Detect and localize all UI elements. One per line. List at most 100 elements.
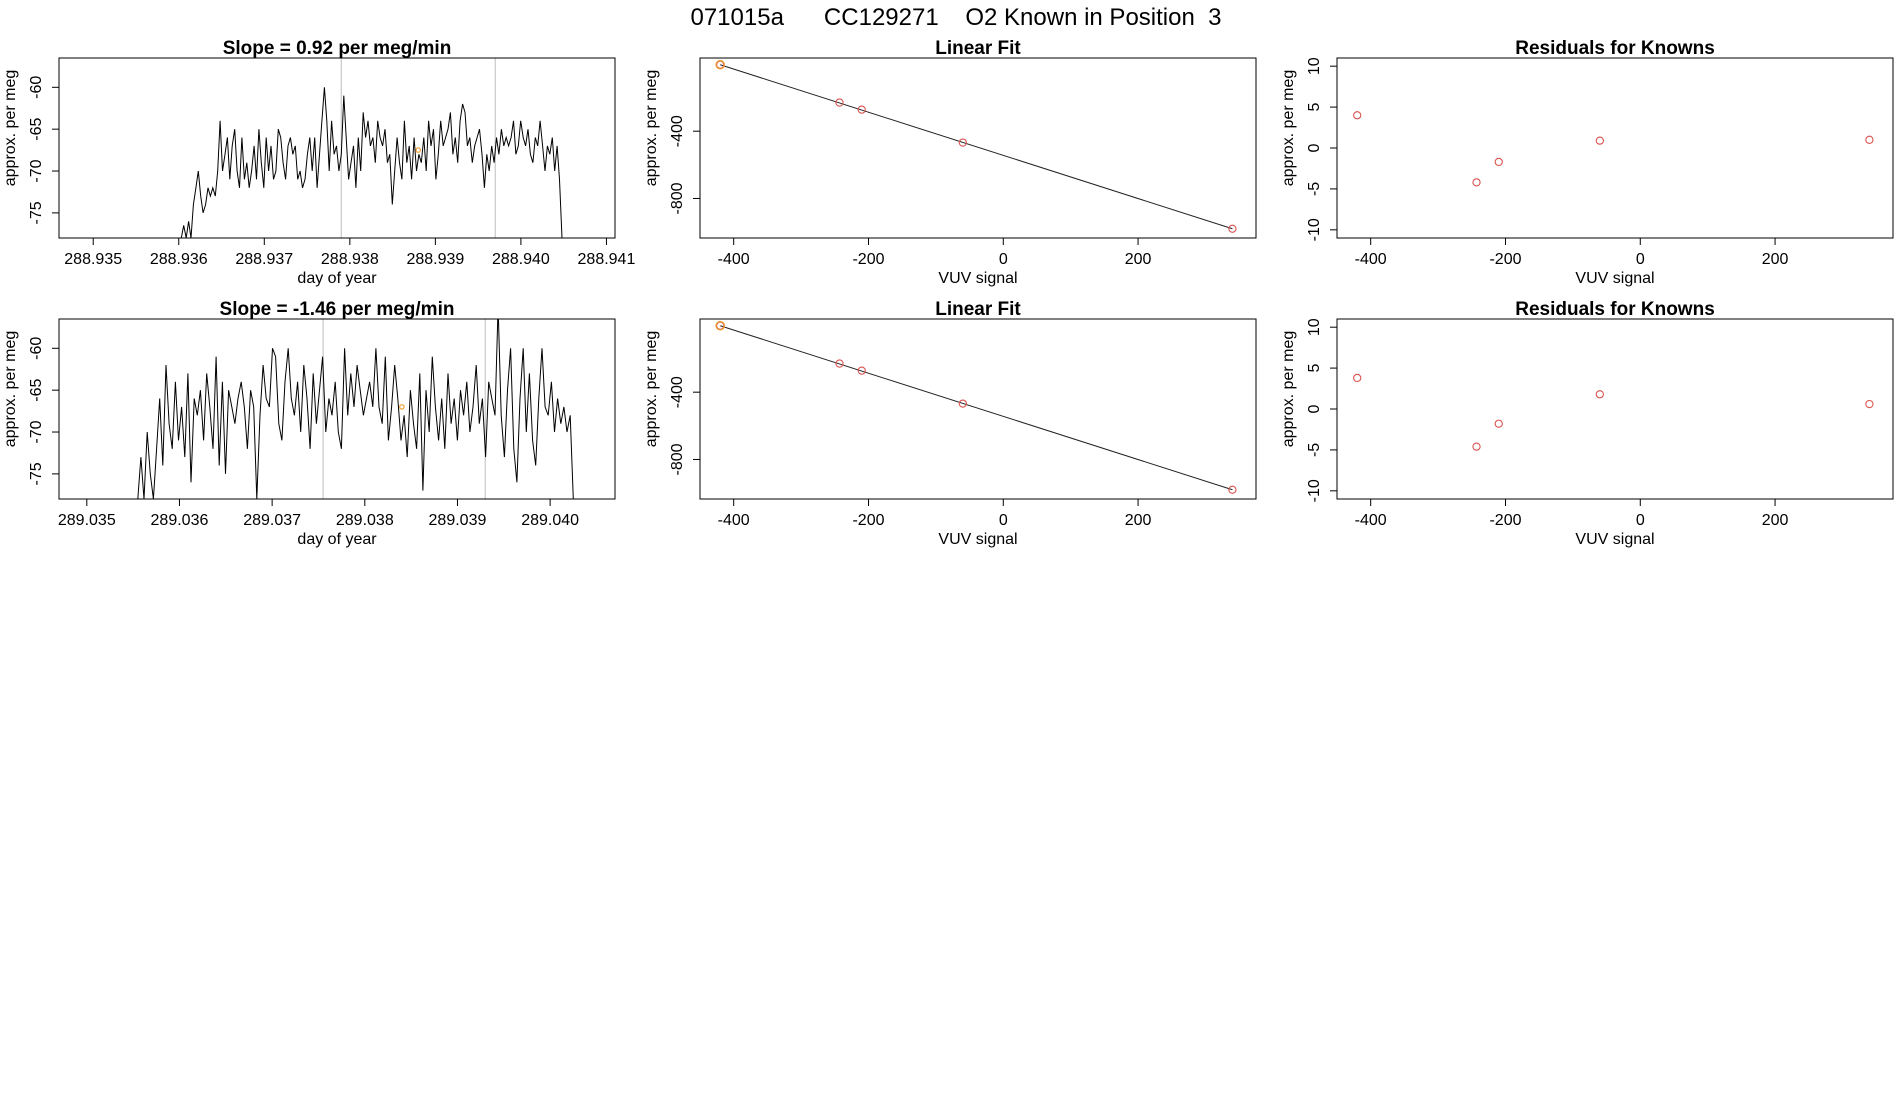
y-tick-label: 0 (1306, 404, 1323, 413)
plot-frame (699, 57, 1257, 239)
data-point-2 (835, 98, 844, 107)
x-tick-label: 289.040 (521, 512, 579, 529)
y-tick-label: 10 (1306, 57, 1323, 75)
x-tick-label: -400 (1355, 512, 1387, 529)
data-point-5 (1228, 485, 1237, 494)
y-axis-label: approx. per meg (2, 331, 19, 448)
x-tick-label: -200 (1489, 512, 1521, 529)
x-tick-label: 289.037 (243, 512, 301, 529)
y-tick-label: -400 (669, 376, 686, 408)
x-tick-label: -400 (1355, 251, 1387, 268)
panel-title: Residuals for Knowns (1515, 38, 1715, 59)
data-point-5 (1865, 399, 1874, 409)
y-tick-label: -65 (28, 117, 45, 140)
y-tick-label: -10 (1306, 479, 1323, 502)
data-point-4 (1595, 136, 1604, 145)
y-axis-label: approx. per meg (2, 70, 19, 187)
x-tick-label: -400 (718, 512, 750, 529)
panel-3: -400 -200 0 200 -10 -5 0 5 10 Residuals for Known… (1280, 38, 1894, 287)
y-axis-label: approx. per meg (1280, 331, 1297, 448)
y-tick-label: 0 (1306, 143, 1323, 152)
y-tick-label: -65 (28, 378, 45, 401)
panel-title: Linear Fit (935, 38, 1021, 59)
data-point-2 (1472, 442, 1481, 451)
panel-title: Slope = -1.46 per meg/min (220, 299, 455, 320)
data-point-2 (835, 359, 844, 368)
x-tick-label: -200 (1489, 251, 1521, 268)
x-tick-label: 288.940 (492, 251, 550, 268)
y-tick-label: 5 (1306, 364, 1323, 373)
x-tick-label: 0 (999, 512, 1008, 529)
plot-frame (58, 318, 616, 500)
panel-1: 288.935 288.936 288.937 288.938 288.939 288.9… (2, 38, 635, 287)
y-axis-label: approx. per meg (643, 70, 660, 187)
x-axis-label: VUV signal (1575, 531, 1654, 548)
panel-2: -400 -200 0 200 -400 -800 Linear Fit VUV signal… (643, 38, 1257, 287)
panel-title: Slope = 0.92 per meg/min (223, 38, 452, 59)
plot-frame (699, 318, 1257, 500)
x-tick-label: 288.937 (235, 251, 293, 268)
y-tick-label: -400 (669, 115, 686, 147)
panels: 288.935 288.936 288.937 288.938 288.939 288.9… (2, 38, 1894, 548)
x-tick-label: 200 (1762, 251, 1789, 268)
y-tick-label: -800 (669, 182, 686, 214)
y-tick-label: 10 (1306, 318, 1323, 336)
highlight-point-1 (415, 147, 422, 153)
y-tick-label: -800 (669, 443, 686, 475)
data-point-3 (1494, 419, 1503, 428)
y-axis-label: approx. per meg (1280, 70, 1297, 187)
data-point-4 (958, 138, 967, 147)
x-tick-label: 0 (999, 251, 1008, 268)
fit-line (720, 64, 1233, 230)
x-tick-label: 200 (1125, 251, 1152, 268)
y-tick-label: -5 (1306, 182, 1323, 196)
y-tick-label: 5 (1306, 103, 1323, 112)
figure-title: 071015a CC129271 O2 Known in Position 3 (690, 4, 1221, 31)
x-tick-label: -200 (852, 251, 884, 268)
x-tick-label: 200 (1125, 512, 1152, 529)
y-tick-label: -60 (28, 76, 45, 99)
x-axis-label: VUV signal (1575, 270, 1654, 287)
fit-line (720, 325, 1233, 491)
x-axis-label: day of year (297, 270, 377, 287)
data-point-5 (1865, 135, 1874, 144)
x-tick-label: 200 (1762, 512, 1789, 529)
data-point-1 (1353, 373, 1362, 383)
data-point-3 (1494, 157, 1503, 167)
y-tick-label: -75 (28, 462, 45, 485)
x-tick-label: -400 (718, 251, 750, 268)
x-tick-label: 288.936 (150, 251, 208, 268)
x-axis-label: VUV signal (938, 531, 1017, 548)
highlight-point-1 (715, 59, 726, 70)
plot-frame (1336, 57, 1894, 239)
highlight-point-1 (399, 404, 405, 410)
data-point-3 (857, 366, 866, 375)
x-tick-label: 289.035 (58, 512, 116, 529)
plot-frame (1336, 318, 1894, 500)
x-tick-label: 0 (1636, 512, 1645, 529)
x-tick-label: 289.038 (336, 512, 394, 529)
x-tick-label: 288.938 (321, 251, 379, 268)
y-tick-label: -70 (28, 420, 45, 443)
data-point-2 (1472, 178, 1481, 187)
y-tick-label: -10 (1306, 218, 1323, 241)
x-tick-label: 289.036 (151, 512, 209, 529)
highlight-point-1 (715, 320, 726, 331)
y-tick-label: -5 (1306, 443, 1323, 457)
x-tick-label: -200 (852, 512, 884, 529)
x-tick-label: 288.939 (406, 251, 464, 268)
data-line (180, 87, 563, 238)
x-axis-label: day of year (297, 531, 377, 548)
y-tick-label: -75 (28, 201, 45, 224)
x-tick-label: 288.935 (64, 251, 122, 268)
y-tick-label: -70 (28, 159, 45, 182)
x-tick-label: 289.039 (429, 512, 487, 529)
data-point-3 (857, 105, 866, 114)
panel-6: -400 -200 0 200 -10 -5 0 5 10 Residuals for Known… (1280, 299, 1894, 548)
panel-title: Linear Fit (935, 299, 1021, 320)
data-point-1 (1353, 111, 1362, 120)
x-tick-label: 0 (1636, 251, 1645, 268)
panel-4: 289.035 289.036 289.037 289.038 289.039 289.0… (2, 299, 616, 548)
y-tick-label: -60 (28, 337, 45, 360)
